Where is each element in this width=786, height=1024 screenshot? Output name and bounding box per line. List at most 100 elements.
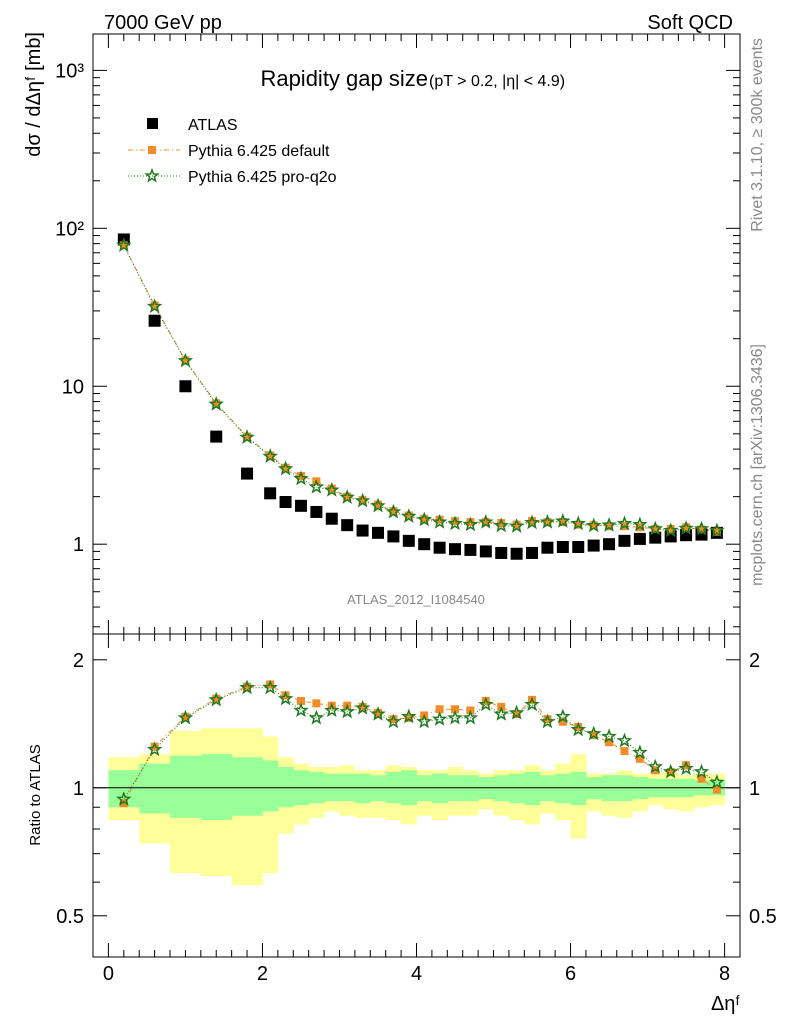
- ratio-point-s0: [312, 699, 321, 708]
- ratio-point-s1: [262, 679, 278, 695]
- ratio-point-s0: [451, 705, 460, 714]
- ratio-y-axis-label: Ratio to ATLAS: [27, 744, 44, 845]
- ratio-point-s0: [150, 742, 159, 751]
- ratio-point-s0: [281, 691, 290, 700]
- main-point-s2: [693, 520, 710, 536]
- ratio-point-s1: [416, 713, 432, 729]
- main-point-s0: [526, 546, 539, 559]
- main-point-s2: [262, 448, 278, 463]
- x-axis-label: Δηᶠ: [711, 993, 740, 1015]
- legend-entry-pythia-proq2o: Pythia 6.425 pro-q2o: [128, 167, 337, 186]
- legend-atlas-label: ATLAS: [188, 117, 238, 134]
- ratio-point-s0: [682, 761, 691, 770]
- main-point-s2: [662, 522, 679, 538]
- ratio-band-inner: [354, 773, 371, 804]
- main-point-s1: [512, 520, 521, 529]
- main-point-s2: [508, 518, 525, 533]
- main-point-s0: [264, 487, 277, 500]
- main-point-s1: [528, 517, 537, 526]
- ratio-point-s0: [635, 754, 644, 763]
- main-panel: 10³ 10² 10 1 Rapidity gap size (pT > 0.2, |…: [23, 32, 741, 635]
- main-point-s0: [541, 541, 554, 554]
- main-point-s2: [524, 514, 540, 530]
- legend-entry-pythia-default: Pythia 6.425 default: [128, 143, 330, 160]
- main-point-s0: [418, 538, 431, 551]
- main-point-s1: [296, 472, 305, 481]
- mcplots-label: mcplots.cern.ch [arXiv:1306.3436]: [749, 344, 766, 586]
- ratio-point-s1: [570, 721, 587, 737]
- legend-entry-atlas: ATLAS: [147, 117, 238, 134]
- main-point-s0: [633, 532, 646, 545]
- main-point-s2: [354, 492, 371, 508]
- main-point-s0: [510, 547, 523, 560]
- main-point-s2: [709, 522, 725, 538]
- ratio-y-tick-label-right: 2: [749, 650, 760, 672]
- main-point-s0: [241, 467, 254, 480]
- main-point-s2: [493, 517, 509, 533]
- ratio-point-s1: [493, 706, 509, 721]
- main-point-s2: [116, 237, 132, 252]
- ratio-point-s0: [212, 694, 221, 703]
- main-point-s1: [543, 518, 552, 527]
- ratio-point-s0: [266, 680, 275, 689]
- legend: ATLAS Pythia 6.425 default Pythia 6.425 …: [128, 117, 337, 186]
- main-point-s2: [585, 517, 602, 533]
- x-tick-label: 8: [719, 963, 730, 985]
- x-tick-label: 0: [103, 963, 114, 985]
- main-point-s2: [308, 479, 325, 494]
- main-point-s2: [293, 470, 309, 486]
- ratio-point-s0: [543, 715, 552, 724]
- ratio-point-s1: [462, 709, 479, 725]
- main-point-s2: [678, 520, 694, 535]
- ratio-y-tick-labels: 2 2 1 1 0.5 0.5: [56, 650, 777, 928]
- ratio-point-s1: [647, 758, 663, 774]
- main-point-s2: [324, 481, 340, 497]
- main-point-s0: [325, 512, 338, 525]
- ratio-point-s1: [678, 760, 694, 776]
- main-point-s2: [570, 515, 587, 531]
- main-point-s0: [556, 540, 569, 553]
- ratio-point-s1: [208, 691, 224, 707]
- ratio-point-s0: [712, 785, 721, 794]
- main-y-tick-labels: 10³ 10² 10 1: [55, 60, 84, 556]
- ratio-band-inner: [555, 773, 572, 804]
- main-point-s1: [589, 521, 598, 530]
- ratio-band-inner: [231, 757, 263, 816]
- ratio-x-tick-labels: 0 2 4 6 8: [103, 963, 730, 985]
- ratio-point-s1: [524, 696, 540, 712]
- main-point-s0: [649, 531, 662, 544]
- main-point-s0: [148, 314, 161, 327]
- main-point-s0: [587, 539, 600, 552]
- ratio-point-s0: [435, 705, 444, 714]
- main-point-s0: [371, 526, 384, 539]
- main-point-s1: [697, 525, 706, 534]
- ratio-point-s0: [697, 774, 706, 783]
- ratio-point-s1: [354, 700, 371, 715]
- main-y-tick-label: 10²: [55, 218, 84, 240]
- ratio-band-inner: [139, 763, 171, 814]
- rivet-label: Rivet 3.1.10, ≥ 300k events: [749, 38, 766, 232]
- main-point-s2: [416, 511, 432, 527]
- main-point-s0: [387, 530, 400, 543]
- main-point-s2: [239, 429, 255, 445]
- ratio-point-s1: [177, 709, 194, 725]
- ratio-point-s1: [277, 690, 294, 706]
- main-point-s1: [119, 241, 128, 250]
- main-line-1: [123, 245, 717, 533]
- main-point-s2: [177, 352, 194, 368]
- main-point-s2: [277, 460, 294, 476]
- ratio-point-s0: [358, 702, 367, 711]
- ratio-point-s0: [243, 682, 252, 691]
- ratio-point-s1: [239, 679, 255, 695]
- ratio-point-s1: [632, 744, 648, 760]
- main-point-s1: [466, 518, 475, 527]
- ratio-point-s1: [478, 696, 494, 712]
- main-point-s2: [601, 517, 617, 532]
- main-point-s0: [310, 505, 323, 518]
- main-point-s1: [281, 463, 290, 472]
- main-point-s0: [495, 546, 508, 559]
- main-point-s2: [447, 515, 463, 531]
- main-point-s0: [603, 538, 616, 551]
- main-point-s2: [385, 503, 402, 519]
- ratio-x-ticks: [107, 634, 726, 957]
